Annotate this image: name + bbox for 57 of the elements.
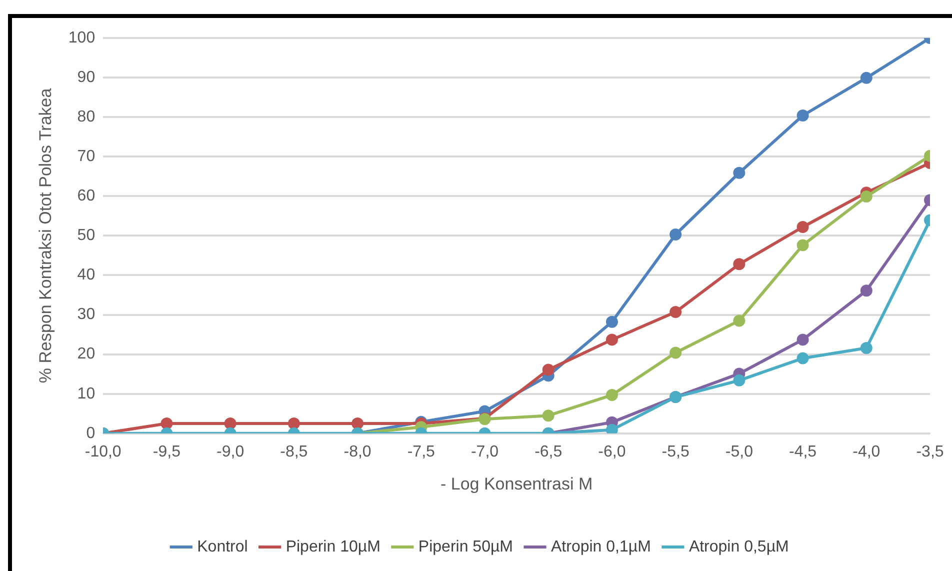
point [160, 418, 173, 430]
x-tick-label: -8,5 [280, 443, 308, 460]
legend-label: Piperin 10µM [286, 538, 380, 556]
x-tick-label: -7,5 [407, 443, 436, 460]
point [606, 316, 618, 328]
y-tick-label: 30 [77, 306, 96, 324]
point [542, 364, 554, 376]
x-tick-label: -5,5 [662, 443, 690, 460]
y-tick-label: 50 [77, 227, 96, 244]
point [352, 418, 364, 430]
point [670, 346, 682, 359]
x-tick-label: -6,0 [598, 443, 626, 460]
point [860, 342, 872, 354]
x-tick-label: -4,5 [788, 443, 817, 460]
point [796, 110, 809, 122]
legend-label: Atropin 0,5µM [688, 538, 789, 556]
point [224, 418, 236, 430]
point [288, 418, 300, 430]
point [860, 284, 872, 297]
y-tick-label: 80 [77, 108, 96, 126]
x-tick-label: -4,0 [852, 443, 880, 460]
y-tick-label: 70 [77, 148, 96, 166]
point [860, 72, 872, 84]
point [606, 334, 618, 346]
point [733, 314, 746, 327]
point [860, 190, 872, 203]
point [733, 374, 746, 386]
point [796, 221, 809, 233]
x-axis-title: - Log Konsentrasi M [440, 474, 593, 494]
y-tick-label: 60 [77, 188, 96, 205]
point [670, 228, 682, 241]
x-tick-label: -6,5 [534, 443, 562, 460]
y-axis-title: % Respon Kontraksi Otot Polos Trakea [36, 88, 55, 384]
y-tick-label: 10 [77, 385, 96, 402]
point [542, 410, 554, 422]
y-tick-label: 20 [77, 346, 96, 363]
y-tick-label: 90 [77, 68, 96, 86]
x-tick-label: -10,0 [84, 443, 122, 460]
point [796, 239, 809, 252]
y-tick-label: 100 [68, 29, 96, 46]
x-tick-label: -7,0 [470, 443, 499, 460]
point [733, 258, 746, 270]
legend-label: Kontrol [197, 538, 248, 556]
point [670, 306, 682, 318]
point [606, 389, 618, 402]
x-tick-label: -9,0 [216, 443, 244, 460]
legend-label: Atropin 0,1µM [551, 538, 651, 556]
x-tick-label: -3,5 [916, 443, 944, 460]
x-tick-label: -9,5 [152, 443, 181, 460]
point [796, 334, 809, 346]
legend-label: Piperin 50µM [418, 538, 514, 556]
y-tick-label: 40 [77, 266, 96, 284]
x-tick-label: -5,0 [725, 443, 754, 460]
point [796, 352, 809, 364]
point [733, 166, 746, 179]
x-tick-label: -8,0 [344, 443, 372, 460]
y-tick-label: 0 [86, 424, 96, 442]
